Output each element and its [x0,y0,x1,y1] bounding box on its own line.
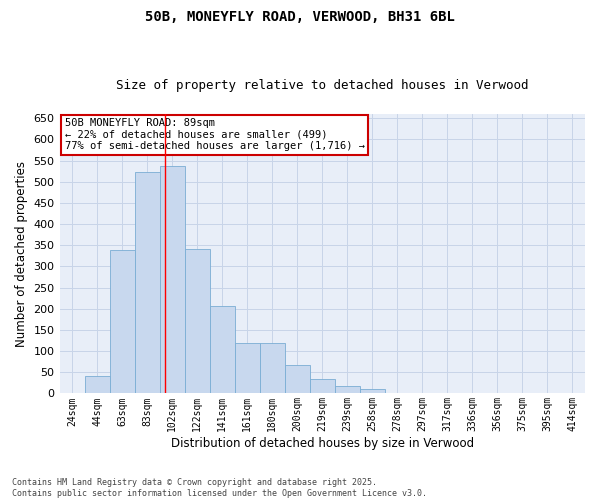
Bar [209,306,235,394]
Bar [235,342,260,394]
Bar [385,392,410,394]
Bar [310,378,335,394]
Bar [260,344,285,394]
Bar [285,365,310,394]
Bar [134,172,160,394]
Bar [110,250,134,394]
X-axis label: Distribution of detached houses by size in Verwood: Distribution of detached houses by size … [171,437,474,450]
Bar [59,392,85,394]
Bar [185,250,209,394]
Title: Size of property relative to detached houses in Verwood: Size of property relative to detached ho… [116,79,529,92]
Text: 50B, MONEYFLY ROAD, VERWOOD, BH31 6BL: 50B, MONEYFLY ROAD, VERWOOD, BH31 6BL [145,10,455,24]
Y-axis label: Number of detached properties: Number of detached properties [15,160,28,346]
Bar [85,376,110,394]
Bar [335,386,360,394]
Bar [360,389,385,394]
Bar [160,166,185,394]
Text: 50B MONEYFLY ROAD: 89sqm
← 22% of detached houses are smaller (499)
77% of semi-: 50B MONEYFLY ROAD: 89sqm ← 22% of detach… [65,118,365,152]
Text: Contains HM Land Registry data © Crown copyright and database right 2025.
Contai: Contains HM Land Registry data © Crown c… [12,478,427,498]
